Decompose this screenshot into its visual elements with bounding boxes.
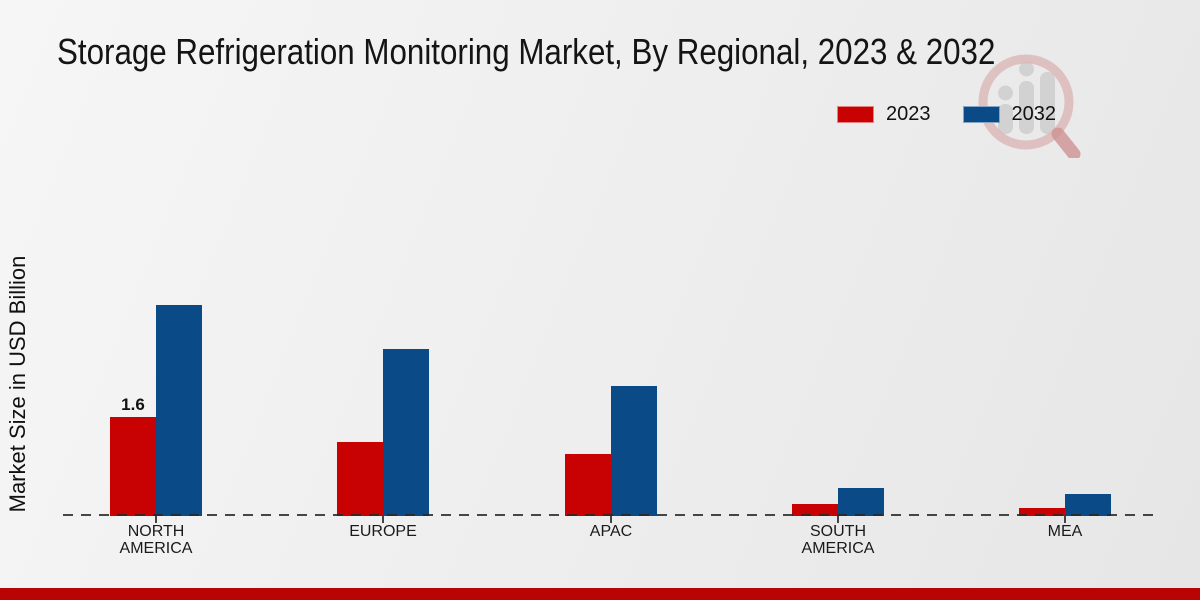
x-axis-tick (155, 516, 157, 523)
legend-item-2023: 2023 (837, 103, 931, 126)
legend-item-2032: 2032 (962, 103, 1057, 126)
bar-2023-europe (337, 442, 383, 516)
legend-label-2032: 2032 (1011, 103, 1057, 125)
category-label-north-america: NORTH AMERICA (119, 523, 193, 557)
category-label-apac: APAC (589, 523, 633, 540)
x-axis-tick (382, 516, 384, 523)
logo-magnifier-ring (978, 54, 1074, 150)
bar-2023-mea (1019, 508, 1065, 516)
category-label-south-america: SOUTH AMERICA (801, 523, 875, 557)
bar-2023-south-america (792, 504, 838, 516)
legend-swatch-2032 (962, 106, 1000, 123)
bar-2032-apac (611, 386, 657, 516)
x-axis-baseline (63, 514, 1159, 516)
category-label-europe: EUROPE (349, 523, 417, 540)
bar-2023-apac (565, 454, 611, 516)
bar-2032-south-america (838, 488, 884, 516)
chart-title: Storage Refrigeration Monitoring Market,… (57, 31, 996, 72)
logo-bar-short (998, 104, 1013, 134)
logo-magnifier-handle (1051, 127, 1081, 158)
category-label-mea: MEA (1047, 523, 1083, 540)
legend: 2023 2032 (837, 103, 1056, 126)
bar-2023-north-america (110, 417, 156, 516)
bar-2032-north-america (156, 305, 202, 516)
bar-value-label: 1.6 (121, 395, 145, 414)
logo-dot-middle (1019, 61, 1034, 77)
logo-bar-medium (1019, 81, 1034, 134)
bottom-accent-bar (0, 588, 1200, 600)
x-axis-tick (610, 516, 612, 523)
x-axis-tick (837, 516, 839, 523)
legend-label-2023: 2023 (886, 103, 931, 125)
logo-bar-tall (1040, 72, 1055, 134)
watermark-logo (978, 54, 1081, 158)
bar-2032-mea (1065, 494, 1111, 516)
logo-dot-left (998, 85, 1013, 101)
legend-swatch-2023 (837, 106, 874, 123)
bar-2032-europe (383, 349, 429, 516)
x-axis-tick (1064, 516, 1066, 523)
